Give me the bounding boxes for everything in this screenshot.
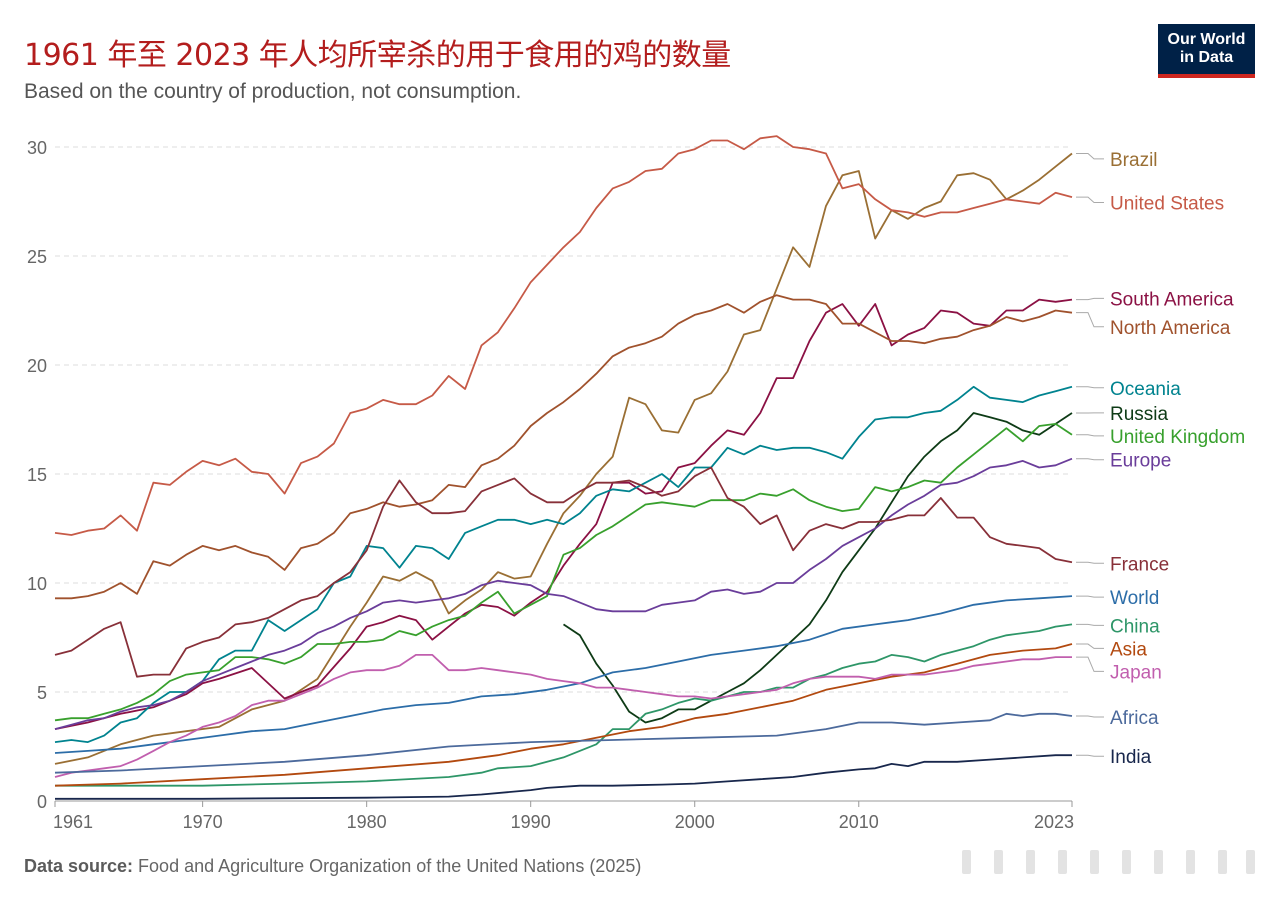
logo-accent-bar — [1158, 74, 1255, 78]
label-connector — [1076, 715, 1104, 718]
series-lines — [54, 135, 1073, 800]
y-tick-label: 0 — [37, 792, 47, 812]
label-connector — [1076, 386, 1104, 389]
series-label-russia[interactable]: Russia — [1110, 404, 1169, 425]
owid-logo[interactable]: Our World in Data — [1158, 24, 1255, 78]
x-tick-label: 1961 — [53, 812, 93, 832]
x-tick-label: 2023 — [1034, 812, 1074, 832]
series-line-india[interactable] — [55, 754, 1072, 800]
watermark-bar — [1186, 850, 1195, 874]
x-tick-label: 2000 — [675, 812, 715, 832]
watermark-bar — [1154, 850, 1163, 874]
series-label-china[interactable]: China — [1110, 616, 1160, 637]
series-line-united-kingdom[interactable] — [54, 423, 1073, 722]
series-label-brazil[interactable]: Brazil — [1110, 150, 1158, 171]
watermark-bar — [962, 850, 971, 874]
y-tick-label: 20 — [27, 356, 47, 376]
x-tick-label: 1970 — [183, 812, 223, 832]
x-axis: 1961 1970 1980 1990 2000 2010 2023 — [53, 801, 1074, 832]
y-tick-label: 30 — [27, 138, 47, 158]
watermark-bar — [1218, 850, 1227, 874]
series-line-brazil[interactable] — [54, 152, 1073, 765]
watermark-bar — [1090, 850, 1099, 874]
series-line-china[interactable] — [55, 623, 1073, 787]
grid-lines — [55, 146, 1072, 802]
series-label-oceania[interactable]: Oceania — [1110, 379, 1181, 400]
label-connector — [1076, 434, 1104, 437]
watermark-bar — [994, 850, 1003, 874]
label-connector — [1076, 754, 1104, 757]
label-connector — [1076, 458, 1104, 461]
x-tick-label: 1980 — [347, 812, 387, 832]
chart-title: 1961 年至 2023 年人均所宰杀的用于食用的鸡的数量 — [24, 38, 731, 73]
series-line-south-america[interactable] — [54, 298, 1073, 730]
series-label-united-states[interactable]: United States — [1110, 194, 1224, 215]
series-label-france[interactable]: France — [1110, 554, 1169, 575]
series-line-north-america[interactable] — [55, 294, 1073, 600]
y-tick-label: 15 — [27, 465, 47, 485]
series-line-united-states[interactable] — [54, 135, 1073, 536]
logo-line-1: Our World — [1167, 31, 1246, 48]
series-label-europe[interactable]: Europe — [1110, 451, 1171, 472]
label-connector — [1076, 656, 1104, 672]
data-source: Data source: Food and Agriculture Organi… — [24, 856, 641, 877]
series-line-asia[interactable] — [54, 643, 1073, 787]
watermark-bar — [1026, 850, 1035, 874]
label-connector — [1076, 297, 1104, 301]
chart-subtitle: Based on the country of production, not … — [24, 80, 522, 103]
y-axis-ticks: 0 5 10 15 20 25 30 — [27, 138, 47, 812]
y-tick-label: 25 — [27, 247, 47, 267]
series-label-japan[interactable]: Japan — [1110, 662, 1162, 683]
label-connector — [1076, 561, 1104, 564]
series-label-united-kingdom[interactable]: United Kingdom — [1110, 427, 1245, 448]
series-line-oceania[interactable] — [54, 385, 1073, 743]
label-connector — [1076, 312, 1104, 328]
logo-line-2: in Data — [1179, 49, 1234, 66]
x-tick-label: 1990 — [511, 812, 551, 832]
y-tick-label: 10 — [27, 574, 47, 594]
watermark-bar — [1058, 850, 1067, 874]
series-label-asia[interactable]: Asia — [1110, 639, 1147, 660]
label-connector — [1076, 643, 1104, 649]
data-source-label: Data source: — [24, 856, 134, 876]
series-label-india[interactable]: India — [1110, 747, 1152, 768]
watermark-bar — [1122, 850, 1131, 874]
series-label-south-america[interactable]: South America — [1110, 289, 1234, 310]
label-connector — [1076, 153, 1104, 160]
series-line-russia[interactable] — [563, 412, 1073, 724]
data-source-text: Food and Agriculture Organization of the… — [133, 856, 642, 876]
series-line-europe[interactable] — [54, 457, 1073, 730]
y-tick-label: 5 — [37, 683, 47, 703]
series-label-africa[interactable]: Africa — [1110, 708, 1159, 729]
series-labels: Brazil United States South America North Am… — [1076, 150, 1245, 768]
series-line-japan[interactable] — [54, 654, 1072, 778]
series-label-world[interactable]: World — [1110, 588, 1159, 609]
label-connector — [1076, 623, 1104, 626]
series-line-africa[interactable] — [54, 712, 1073, 774]
watermark-bar — [1246, 850, 1255, 874]
label-connector — [1076, 595, 1104, 598]
series-line-world[interactable] — [54, 595, 1073, 754]
x-tick-label: 2010 — [839, 812, 879, 832]
watermark-decoration — [962, 842, 1256, 882]
label-connector — [1076, 196, 1104, 203]
series-label-north-america[interactable]: North America — [1110, 318, 1231, 339]
series-line-france[interactable] — [54, 466, 1073, 678]
